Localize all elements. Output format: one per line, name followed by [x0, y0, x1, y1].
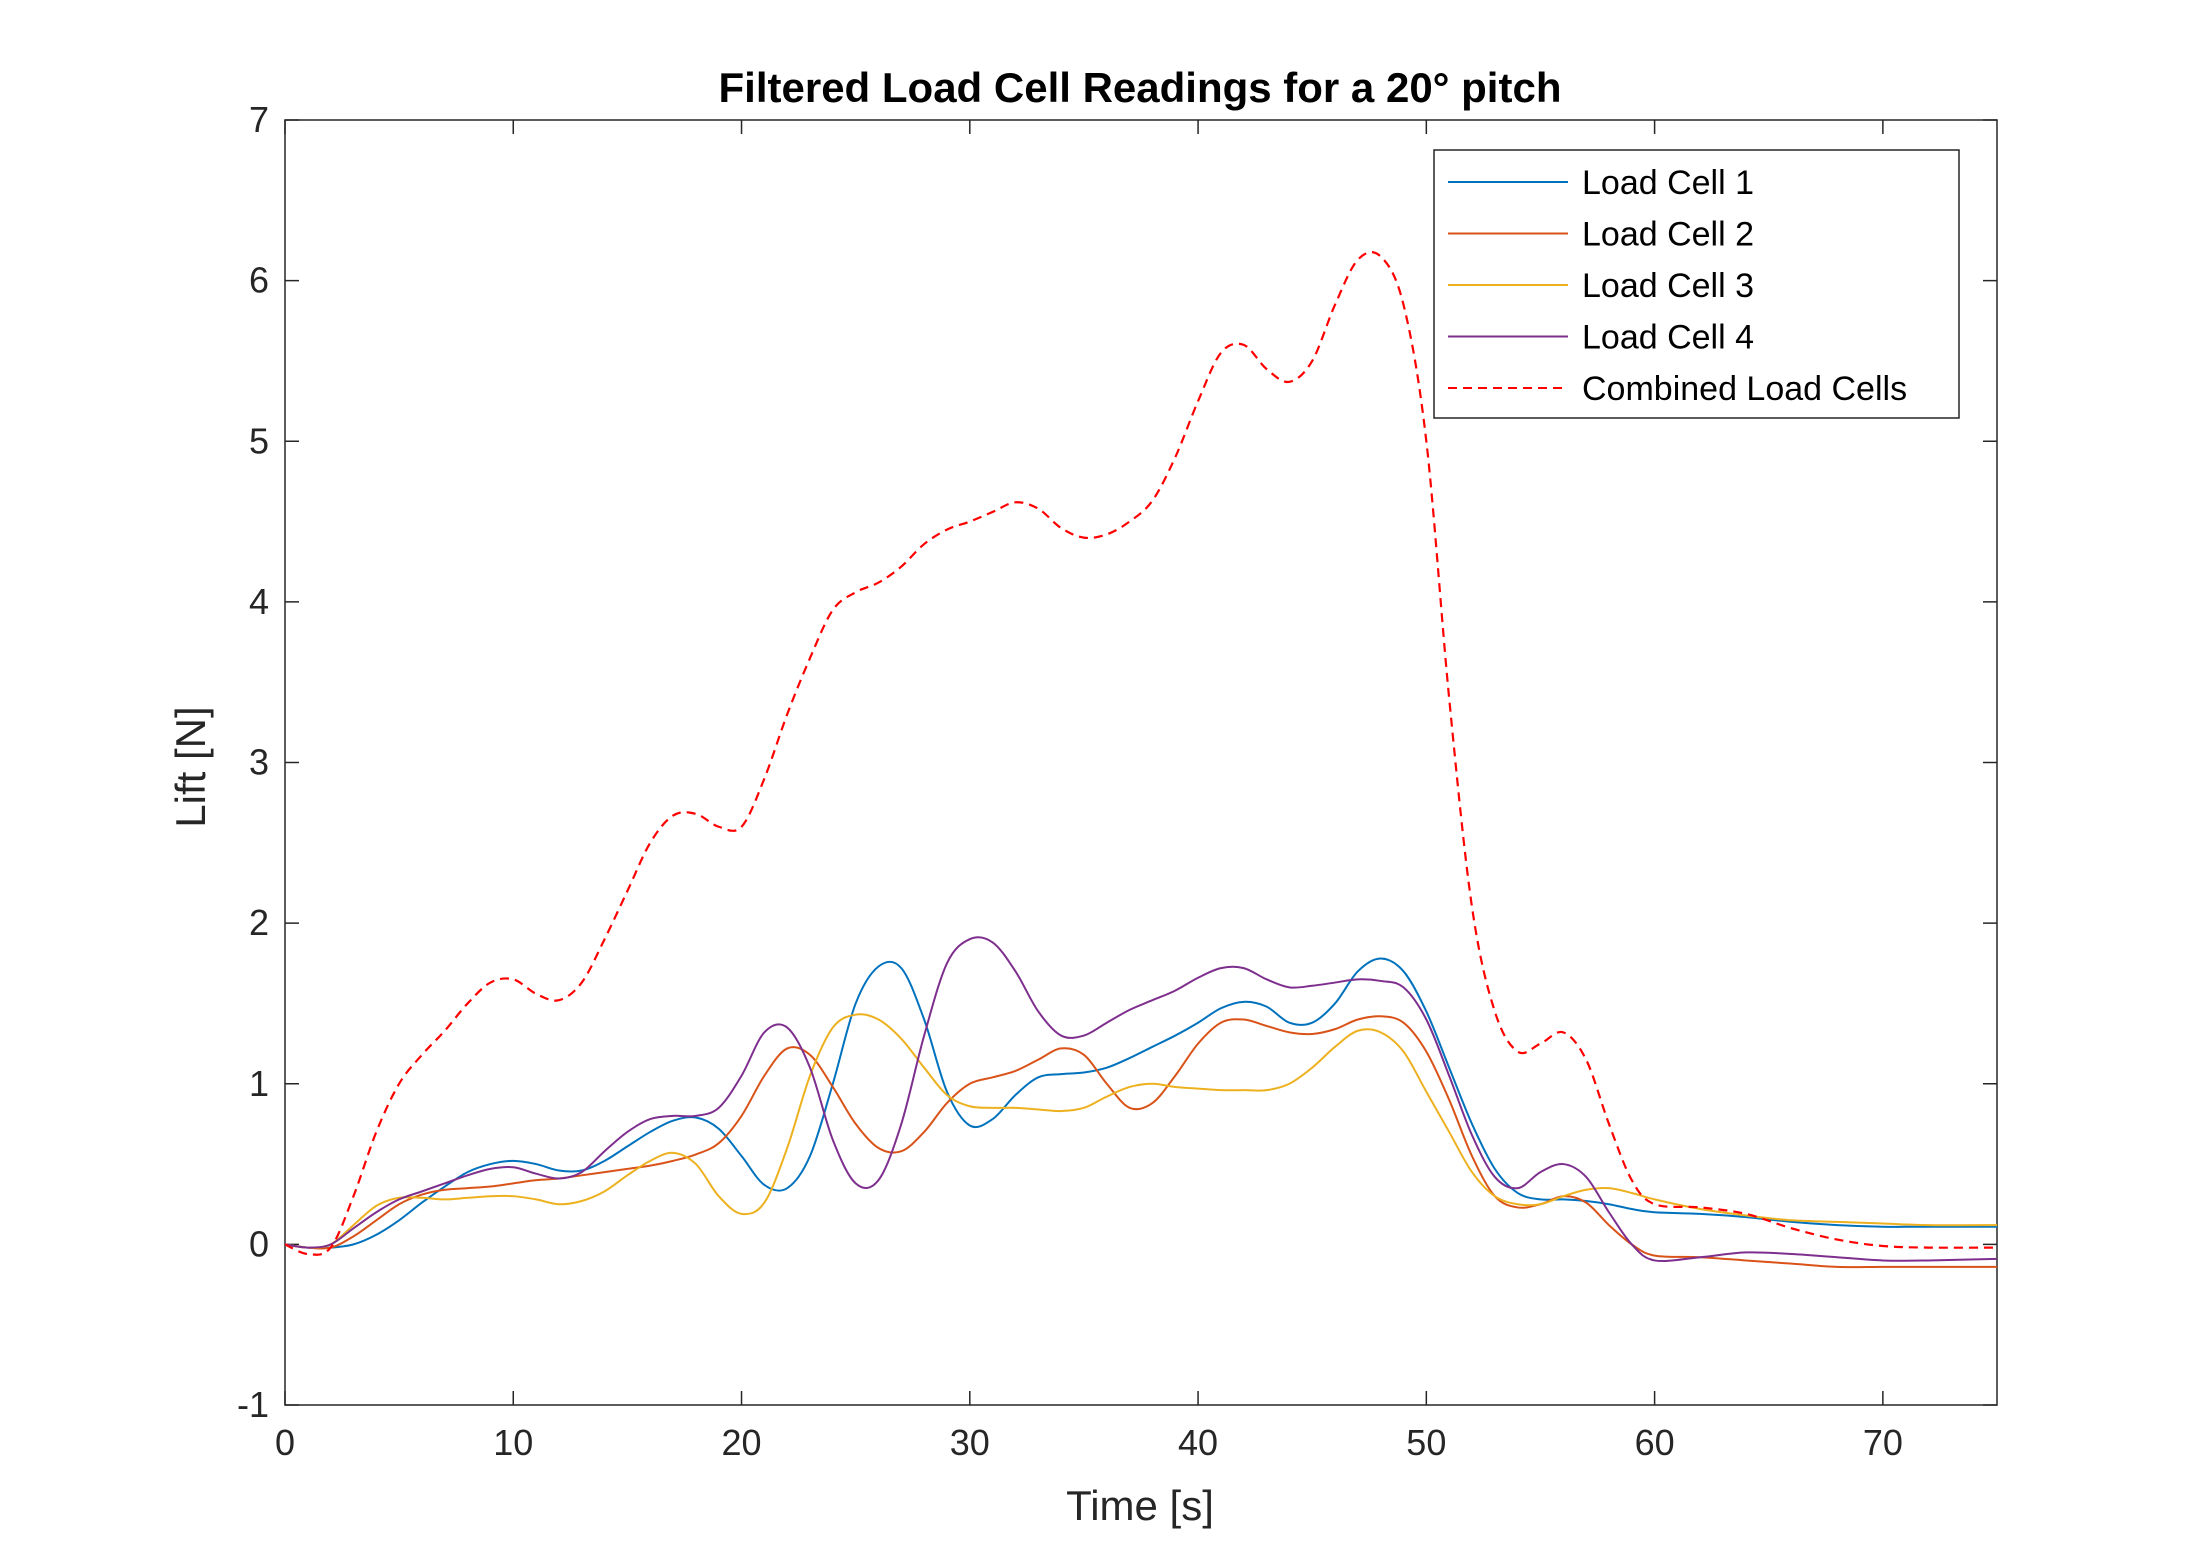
- x-tick-label: 20: [722, 1422, 762, 1463]
- legend-label-4: Load Cell 4: [1582, 319, 1754, 357]
- legend-label-5: Combined Load Cells: [1582, 370, 1907, 408]
- y-tick-label: 2: [249, 902, 269, 943]
- chart-title: Filtered Load Cell Readings for a 20° pi…: [719, 64, 1562, 111]
- x-tick-label: 60: [1635, 1422, 1675, 1463]
- x-tick-label: 70: [1863, 1422, 1903, 1463]
- x-tick-label: 0: [275, 1422, 295, 1463]
- x-tick-label: 50: [1406, 1422, 1446, 1463]
- y-tick-label: 4: [249, 581, 269, 622]
- y-tick-label: 0: [249, 1223, 269, 1264]
- x-axis-label: Time [s]: [1066, 1482, 1214, 1529]
- legend: Load Cell 1 Load Cell 2 Load Cell 3 Load Ce…: [1433, 149, 1960, 419]
- y-axis-label: Lift [N]: [167, 706, 214, 827]
- legend-label-2: Load Cell 2: [1582, 216, 1754, 254]
- y-tick-label: 3: [249, 742, 269, 783]
- series-line-4: [285, 936, 1997, 1263]
- legend-label-3: Load Cell 3: [1582, 267, 1754, 305]
- y-tick-label: -1: [237, 1384, 269, 1425]
- series-line-3: [285, 1013, 1997, 1249]
- y-tick-label: 7: [249, 99, 269, 140]
- series-line-5: [285, 251, 1997, 1256]
- series-line-1: [285, 957, 1997, 1249]
- legend-label-1: Load Cell 1: [1582, 164, 1754, 202]
- x-tick-label: 40: [1178, 1422, 1218, 1463]
- x-tick-label: 30: [950, 1422, 990, 1463]
- y-tick-label: 1: [249, 1063, 269, 1104]
- x-tick-label: 10: [493, 1422, 533, 1463]
- series-group: [285, 251, 1997, 1269]
- y-tick-label: 6: [249, 260, 269, 301]
- y-tick-label: 5: [249, 420, 269, 461]
